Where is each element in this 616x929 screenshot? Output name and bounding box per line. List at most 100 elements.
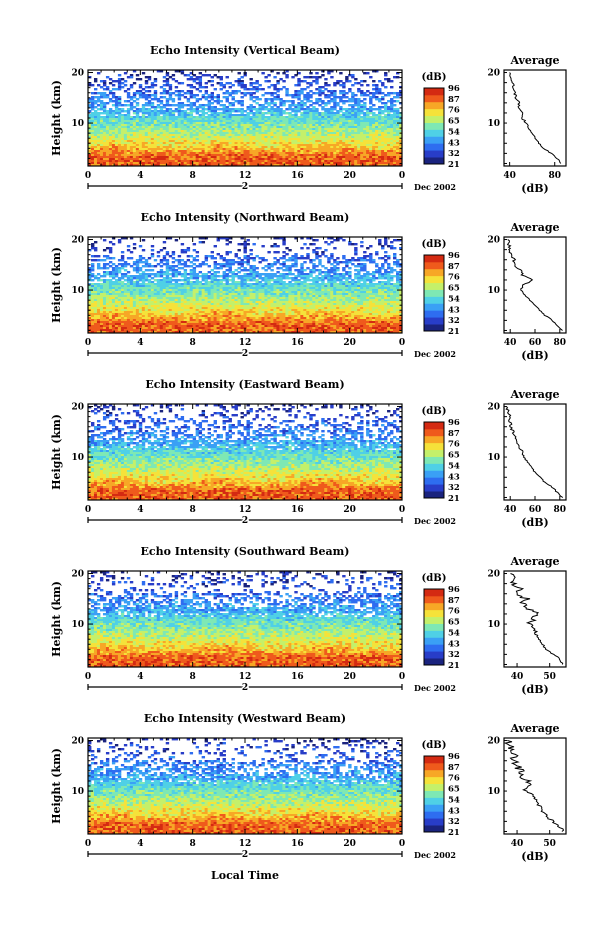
panel-title: Echo Intensity (Southward Beam) xyxy=(141,545,350,558)
colorbar-tick-label: 21 xyxy=(448,661,460,671)
x-tick-label: 0 xyxy=(399,839,405,849)
x-tick-label: 8 xyxy=(190,839,196,849)
colorbar-swatch xyxy=(424,769,444,778)
x-tick-label: 8 xyxy=(190,505,196,515)
avg-y-tick-label: 10 xyxy=(487,453,500,463)
average-profile: Average 20 10 40 60 80 (dB) xyxy=(487,221,567,362)
panel-3: Echo Intensity (Southward Beam)0 4 8 12 16 20… xyxy=(50,545,567,696)
colorbar-frame xyxy=(423,755,445,833)
average-profile-line xyxy=(509,573,564,665)
colorbar-tick-label: 76 xyxy=(448,273,460,283)
avg-x-tick-label: 40 xyxy=(503,171,516,181)
x-tick-label: 0 xyxy=(85,171,91,181)
average-title: Average xyxy=(509,555,559,568)
panel-title: Echo Intensity (Eastward Beam) xyxy=(145,378,344,391)
colorbar-frame xyxy=(423,254,445,332)
x-tick-label: 20 xyxy=(343,839,356,849)
average-x-label: (dB) xyxy=(521,683,548,696)
average-frame xyxy=(503,737,567,835)
x-tick-label: 16 xyxy=(291,839,304,849)
panel-title: Echo Intensity (Vertical Beam) xyxy=(150,44,340,57)
avg-y-tick-label: 10 xyxy=(487,787,500,797)
colorbar-swatch xyxy=(424,150,444,158)
colorbar-tick-label: 96 xyxy=(448,585,460,595)
day-marker-label: 2 xyxy=(242,182,248,192)
y-tick-label: 10 xyxy=(71,286,84,296)
colorbar-tick-label: 32 xyxy=(448,316,460,326)
colorbar-tick-label: 32 xyxy=(448,149,460,159)
colorbar-swatch xyxy=(424,811,444,819)
average-x-label: (dB) xyxy=(521,850,548,863)
colorbar-tick-label: 65 xyxy=(448,284,460,294)
colorbar-swatch xyxy=(424,470,444,478)
colorbar-swatch xyxy=(424,296,444,304)
colorbar-tick-label: 21 xyxy=(448,828,460,838)
colorbar-tick-label: 54 xyxy=(448,294,460,304)
colorbar-frame xyxy=(423,87,445,165)
colorbar-swatch xyxy=(424,616,444,624)
colorbar-swatch xyxy=(424,491,444,499)
x-tick-label: 4 xyxy=(137,505,143,515)
x-tick-label: 0 xyxy=(399,505,405,515)
day-marker-label: 2 xyxy=(242,349,248,359)
avg-y-tick-label: 20 xyxy=(487,403,500,413)
avg-y-tick-label: 10 xyxy=(487,286,500,296)
x-tick-label: 0 xyxy=(399,171,405,181)
colorbar-tick-label: 87 xyxy=(448,596,460,606)
y-tick-label: 20 xyxy=(71,236,84,246)
colorbar-tick-label: 54 xyxy=(448,628,460,638)
avg-x-tick-label: 50 xyxy=(543,672,556,682)
colorbar-swatch xyxy=(424,825,444,833)
x-tick-label: 0 xyxy=(85,839,91,849)
colorbar-swatch xyxy=(424,602,444,611)
panel-0: Echo Intensity (Vertical Beam) 0 4 8 12 16 20 0… xyxy=(50,44,567,195)
colorbar-tick-label: 65 xyxy=(448,785,460,795)
colorbar-tick-label: 43 xyxy=(448,806,460,816)
average-frame xyxy=(503,403,567,501)
avg-y-tick-label: 10 xyxy=(487,119,500,129)
colorbar-swatch xyxy=(424,261,444,270)
colorbar-swatch xyxy=(424,101,444,110)
average-frame xyxy=(503,69,567,167)
y-axis-label: Height (km) xyxy=(50,80,63,156)
colorbar-swatch xyxy=(424,435,444,444)
y-axis-label: Height (km) xyxy=(50,247,63,323)
colorbar-tick-label: 32 xyxy=(448,650,460,660)
colorbar-swatch xyxy=(424,776,444,785)
avg-x-tick-label: 80 xyxy=(554,505,567,515)
colorbar-swatch xyxy=(424,463,444,471)
echo-heatmap xyxy=(88,70,403,167)
colorbar-swatch xyxy=(424,115,444,123)
colorbar-tick-label: 96 xyxy=(448,752,460,762)
colorbar-swatch xyxy=(424,651,444,659)
colorbar-swatch xyxy=(424,449,444,457)
colorbar-swatch xyxy=(424,310,444,318)
colorbar-swatch xyxy=(424,255,444,263)
x-tick-label: 16 xyxy=(291,505,304,515)
y-tick-label: 10 xyxy=(71,119,84,129)
colorbar-swatch xyxy=(424,630,444,638)
colorbar-tick-label: 96 xyxy=(448,418,460,428)
day-marker-label: 2 xyxy=(242,850,248,860)
colorbar-swatch xyxy=(424,756,444,764)
avg-x-tick-label: 40 xyxy=(511,839,524,849)
colorbar-swatch xyxy=(424,129,444,137)
y-axis-label: Height (km) xyxy=(50,581,63,657)
date-label: Dec 2002 xyxy=(414,516,456,526)
panel-4: Echo Intensity (Westward Beam) 0 4 8 12 16 20 0… xyxy=(50,712,567,863)
x-tick-label: 20 xyxy=(343,505,356,515)
x-tick-label: 16 xyxy=(291,672,304,682)
y-tick-label: 20 xyxy=(71,69,84,79)
colorbar-tick-label: 96 xyxy=(448,84,460,94)
colorbar-swatch xyxy=(424,157,444,165)
x-axis-label: Local Time xyxy=(211,869,279,882)
colorbar-tick-label: 54 xyxy=(448,795,460,805)
colorbar-tick-label: 76 xyxy=(448,607,460,617)
avg-x-tick-label: 80 xyxy=(554,338,567,348)
x-tick-label: 16 xyxy=(291,338,304,348)
colorbar-tick-label: 54 xyxy=(448,461,460,471)
average-title: Average xyxy=(509,54,559,67)
x-tick-label: 0 xyxy=(399,672,405,682)
colorbar-tick-label: 87 xyxy=(448,95,460,105)
